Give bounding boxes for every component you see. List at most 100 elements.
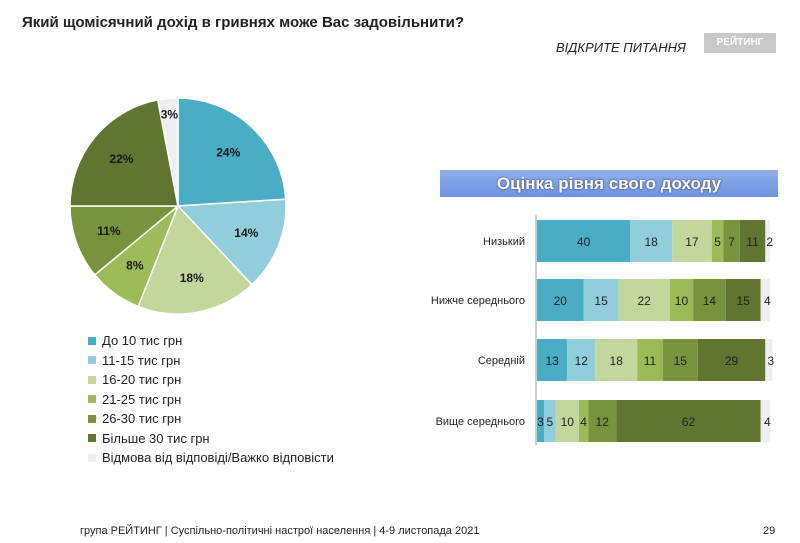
bar-value: 15: [737, 294, 751, 308]
bar-value: 4: [764, 294, 771, 308]
bar-segment: [537, 339, 568, 381]
bar-value: 15: [594, 294, 608, 308]
bar-segment: [697, 339, 766, 381]
category-label: Вище середнього: [436, 416, 525, 428]
bar-segment: [760, 279, 770, 321]
bar-value: 2: [766, 235, 773, 249]
legend-swatch: [88, 395, 96, 404]
bar-value: 3: [767, 354, 774, 368]
pie-legend: До 10 тис грн 11-15 тис грн 16-20 тис грн 2…: [88, 331, 334, 468]
bar-segment: [578, 400, 589, 442]
bar-value: 11: [644, 354, 657, 368]
logo: РЕЙТИНГ: [704, 33, 776, 53]
legend-item: Більше 30 тис грн: [88, 429, 334, 449]
pie-slice: [156, 97, 179, 207]
bar-segment: [723, 220, 740, 262]
bar-segment: [637, 339, 663, 381]
bar-value: 12: [575, 354, 589, 368]
pie-label: 11%: [97, 224, 121, 238]
category-label: Середній: [478, 355, 525, 367]
legend-label: Відмова від відповіді/Важко відповісти: [102, 450, 334, 466]
bar-value: 15: [674, 354, 688, 368]
bar-value: 40: [577, 235, 591, 249]
chart-title: Який щомісячний дохід в гривнях може Вас…: [22, 14, 465, 31]
bar-segment: [693, 279, 726, 321]
legend-swatch: [88, 414, 96, 423]
pie-slice: [69, 99, 179, 207]
footer-text: група РЕЙТИНГ | Суспільно-політичні наст…: [80, 525, 480, 537]
page-number: 29: [763, 525, 776, 537]
legend-swatch: [88, 434, 96, 443]
bar-segment: [616, 400, 761, 442]
bar-value: 7: [728, 235, 735, 249]
bar-chart-title: Оцінка рівня свого доходу: [440, 170, 778, 197]
bar-value: 18: [644, 235, 658, 249]
bar-segment: [583, 279, 619, 321]
bar-value: 14: [703, 294, 717, 308]
legend-label: 11-15 тис грн: [102, 352, 181, 368]
bar-value: 3: [537, 415, 544, 429]
legend-item: 16-20 тис грн: [88, 370, 334, 390]
pie-label: 8%: [126, 258, 144, 272]
bar-value: 12: [596, 415, 610, 429]
pie-label: 14%: [234, 226, 258, 240]
bar-value: 5: [546, 415, 553, 429]
legend-label: 16-20 тис грн: [102, 372, 182, 388]
bar-segment: [662, 339, 698, 381]
category-label: Низький: [483, 236, 525, 248]
bar-segment: [537, 220, 631, 262]
bar-segment: [672, 220, 712, 262]
bar-segment: [630, 220, 673, 262]
bar-value: 10: [675, 294, 689, 308]
bar-value: 20: [554, 294, 568, 308]
question-type: ВІДКРИТЕ ПИТАННЯ: [556, 40, 686, 55]
pie-slice: [137, 204, 253, 315]
bar-segment: [739, 220, 766, 262]
legend-label: Більше 30 тис грн: [102, 430, 210, 446]
legend-label: 21-25 тис грн: [102, 391, 182, 407]
legend-item: До 10 тис грн: [88, 331, 334, 351]
pie-slice: [69, 205, 181, 276]
bar-segment: [555, 400, 579, 442]
legend-swatch: [88, 375, 96, 384]
bar-value: 4: [580, 415, 587, 429]
bar-segment: [567, 339, 596, 381]
pie-label: 24%: [216, 145, 240, 159]
legend-item: 11-15 тис грн: [88, 351, 334, 371]
bar-segment: [711, 220, 724, 262]
legend-item: 26-30 тис грн: [88, 409, 334, 429]
bar-segment: [595, 339, 638, 381]
bar-value: 10: [561, 415, 575, 429]
legend-item: Відмова від відповіді/Важко відповісти: [88, 448, 334, 468]
bar-segment: [725, 279, 761, 321]
legend-item: 21-25 тис грн: [88, 390, 334, 410]
bar-value: 5: [714, 235, 721, 249]
bar-value: 13: [545, 354, 559, 368]
bar-value: 22: [638, 294, 652, 308]
pie-label: 22%: [109, 152, 133, 166]
bar-segment: [537, 279, 584, 321]
bar-segment: [543, 400, 556, 442]
pie-label: 3%: [161, 108, 179, 122]
bar-segment: [588, 400, 617, 442]
legend-swatch: [88, 356, 96, 365]
bar-segment: [765, 220, 770, 262]
bar-segment: [618, 279, 670, 321]
bar-value: 11: [746, 235, 759, 249]
pie-slice: [176, 198, 287, 286]
pie-label: 18%: [180, 271, 204, 285]
bar-value: 4: [764, 415, 771, 429]
category-label: Нижче середнього: [431, 295, 525, 307]
legend-label: 26-30 тис грн: [102, 411, 182, 427]
legend-swatch: [88, 336, 96, 345]
pie-slice: [177, 97, 287, 207]
bar-segment: [669, 279, 694, 321]
legend-label: До 10 тис грн: [102, 333, 183, 349]
bar-value: 29: [725, 354, 739, 368]
bar-segment: [537, 400, 544, 442]
bar-segment: [760, 400, 770, 442]
bar-value: 17: [685, 235, 699, 249]
bar-segment: [765, 339, 773, 381]
legend-swatch: [88, 453, 96, 462]
